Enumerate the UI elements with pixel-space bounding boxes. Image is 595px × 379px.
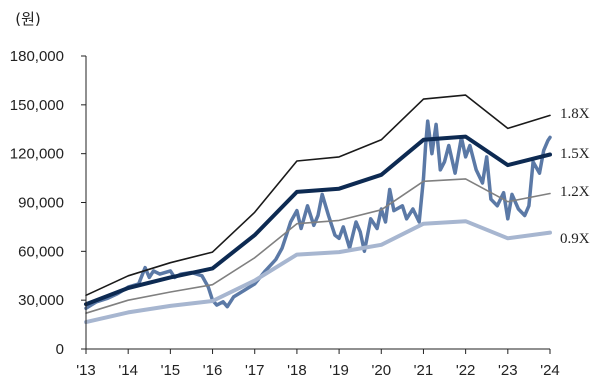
series-label-layer: 1.8X 1.5X 1.2X 0.9X — [560, 106, 590, 247]
axis-layer: 0 30,000 60,000 90,000 120,000 150,000 180,000… — [10, 48, 560, 379]
x-tick-label: '23 — [498, 362, 518, 379]
series-label: 1.8X — [560, 106, 590, 122]
y-tick-label: 90,000 — [18, 195, 64, 212]
x-tick-label: '16 — [203, 362, 223, 379]
x-tick-label: '19 — [329, 362, 349, 379]
series-line-1-8x — [85, 94, 551, 297]
series-label: 1.5X — [560, 146, 590, 162]
y-axis-unit-label: (원) — [15, 10, 41, 28]
x-tick-label: '20 — [371, 362, 391, 379]
series-label: 1.2X — [560, 184, 590, 200]
x-tick-label: '17 — [245, 362, 265, 379]
x-tick-label: '18 — [287, 362, 307, 379]
y-tick-label: 0 — [56, 341, 64, 358]
series-line-1-2x — [85, 178, 551, 315]
y-tick-label: 60,000 — [18, 243, 64, 260]
y-tick-label: 180,000 — [10, 48, 64, 65]
series-layer — [84, 94, 552, 325]
series-line-1-5x — [84, 134, 552, 307]
x-tick-label: '24 — [540, 362, 560, 379]
series-line-0-9x — [84, 219, 552, 325]
x-tick-label: '14 — [118, 362, 138, 379]
x-tick-label: '21 — [414, 362, 434, 379]
x-tick-label: '13 — [76, 362, 96, 379]
x-tick-label: '22 — [456, 362, 476, 379]
y-tick-label: 120,000 — [10, 146, 64, 163]
series-label: 0.9X — [560, 231, 590, 247]
x-tick-label: '15 — [161, 362, 181, 379]
y-tick-label: 30,000 — [18, 292, 64, 309]
y-tick-label: 150,000 — [10, 97, 64, 114]
